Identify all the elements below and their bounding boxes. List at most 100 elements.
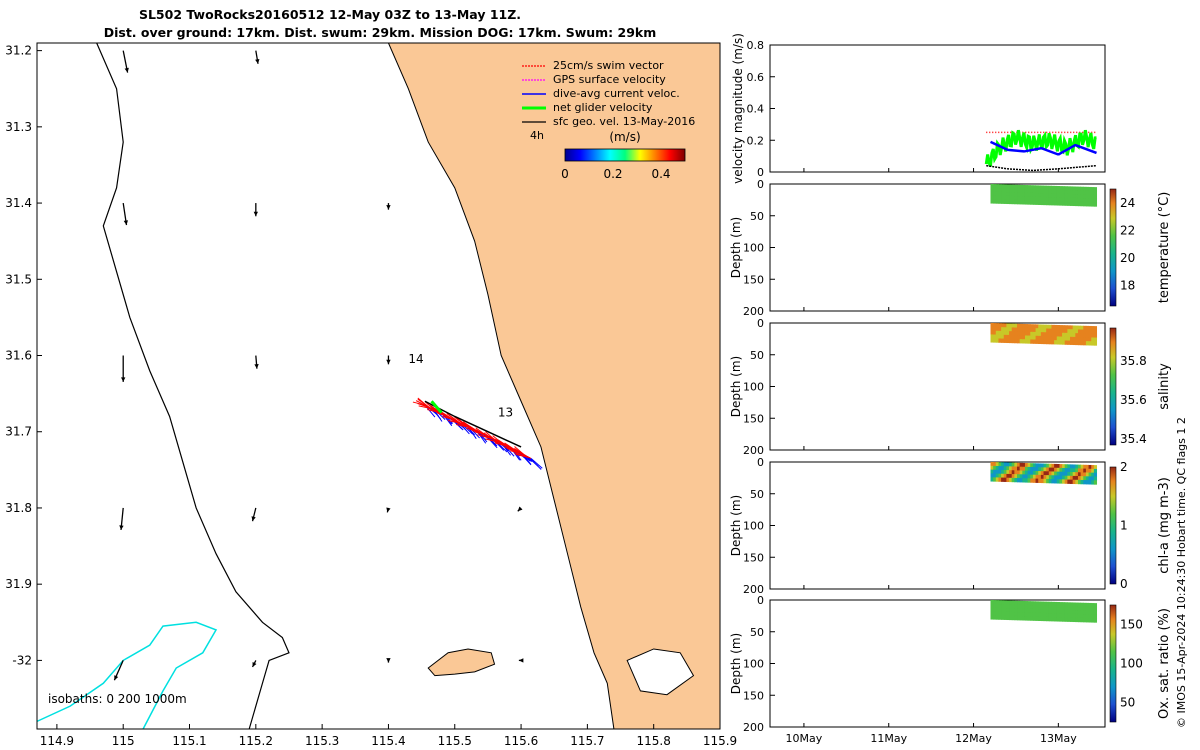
chla-cell: [1006, 470, 1010, 475]
chla-colorbar-label: chl-a (mg m-3): [1157, 477, 1172, 574]
chla-cell: [1006, 462, 1010, 467]
oxygen-cell: [1075, 613, 1079, 619]
salinity-cell: [1040, 328, 1045, 333]
velocity-ylabel: velocity magnitude (m/s): [731, 33, 745, 184]
oxygen-cell: [1083, 602, 1087, 608]
chla-cell: [1072, 464, 1076, 469]
temperature-cell: [1067, 193, 1071, 199]
chla-cell: [1030, 463, 1034, 468]
oxygen-cell: [1030, 605, 1034, 610]
dive-avg-vectors-seg-44: [503, 444, 515, 457]
sfc-vector-head-2: [123, 220, 128, 226]
chla-cell: [993, 477, 997, 482]
salinity-cell: [1072, 336, 1076, 342]
chla-cell: [1080, 476, 1084, 481]
temperature-cell: [1088, 194, 1092, 199]
oxygen-cell: [1024, 601, 1029, 606]
oxygen-cell: [1006, 611, 1010, 617]
map-x-tick-9: 115.8: [637, 734, 671, 748]
temperature-cell: [1046, 200, 1050, 206]
chla-cell: [1072, 468, 1076, 473]
chla-cell: [1001, 477, 1005, 482]
oxygen-tick-2: 100: [743, 658, 764, 671]
salinity-cell: [1064, 329, 1068, 334]
map-y-tick-2: 31.4: [5, 196, 32, 210]
salinity-cell: [1091, 337, 1095, 342]
sfc-vector-head-3: [253, 211, 259, 217]
oxygen-cell: [1075, 606, 1079, 611]
velocity-series-3: [986, 164, 1097, 172]
temperature-cell: [1011, 196, 1015, 201]
temperature-cell: [1009, 184, 1013, 189]
speed-tick-2: 0.4: [651, 167, 670, 181]
temperature-cell: [1011, 184, 1015, 189]
salinity-cell: [998, 330, 1002, 336]
salinity-cell: [1009, 338, 1013, 344]
salinity-colorbar-tick-1: 35.6: [1120, 393, 1147, 407]
chla-cell: [1030, 470, 1034, 476]
chla-cell: [1067, 464, 1071, 469]
salinity-cell: [1019, 335, 1023, 340]
salinity-cell: [1024, 331, 1029, 336]
chla-cell: [990, 473, 994, 478]
speed-scale-unit: (m/s): [609, 130, 640, 144]
chla-cell: [1003, 466, 1007, 471]
oxygen-cell: [998, 607, 1002, 613]
salinity-cell: [1027, 327, 1031, 333]
temperature-cell: [1043, 200, 1047, 206]
temperature-cell: [1059, 201, 1063, 206]
oxygen-cell: [1070, 610, 1074, 615]
salinity-cell: [995, 334, 999, 339]
oxygen-cell: [1030, 608, 1034, 614]
temperature-cell: [990, 184, 994, 189]
salinity-cell: [990, 326, 994, 332]
chla-cell: [1075, 475, 1079, 481]
temperature-cell: [1035, 196, 1039, 202]
temperature-cell: [1038, 185, 1042, 190]
sfc-vector-head-15: [518, 658, 524, 663]
temperature-tick-4: 200: [743, 305, 764, 318]
oxygen-cell: [1046, 613, 1050, 618]
salinity-cell: [1019, 331, 1023, 336]
salinity-cell: [1017, 339, 1021, 344]
temperature-ylabel: Depth (m): [729, 217, 743, 278]
chla-cell: [1062, 475, 1066, 480]
chla-cell: [995, 465, 999, 471]
salinity-cell: [1062, 328, 1066, 334]
salinity-cell: [1093, 326, 1098, 331]
map-y-tick-5: 31.7: [5, 425, 32, 439]
salinity-cell: [1011, 338, 1015, 344]
oxygen-cell: [1046, 601, 1050, 606]
salinity-cell: [1024, 335, 1029, 340]
chla-cell: [1077, 464, 1082, 469]
oxygen-cell: [1093, 610, 1098, 616]
oxygen-cell: [1043, 605, 1047, 610]
chla-cell: [1001, 473, 1005, 479]
temperature-cell: [1085, 198, 1090, 203]
temperature-cell: [1001, 191, 1005, 197]
oxygen-cell: [1027, 612, 1031, 617]
salinity-cell: [1019, 327, 1023, 332]
chla-cell: [995, 469, 999, 475]
oxygen-cell: [1070, 617, 1074, 622]
chla-cell: [1035, 470, 1039, 476]
temperature-cell: [1051, 201, 1055, 206]
temperature-cell: [1080, 198, 1084, 203]
chla-cell: [1048, 471, 1052, 476]
salinity-ylabel: Depth (m): [729, 356, 743, 417]
chla-cell: [990, 477, 994, 482]
chla-cell: [1040, 463, 1045, 468]
salinity-cell: [1040, 339, 1045, 345]
oxygen-cell: [1009, 604, 1013, 609]
oxygen-cell: [1091, 618, 1095, 623]
salinity-cell: [1048, 340, 1052, 345]
temperature-cell: [1030, 185, 1034, 190]
oxygen-cell: [1054, 605, 1058, 611]
chla-cell: [1040, 478, 1045, 484]
temperature-cell: [1035, 192, 1039, 198]
temperature-cell: [1032, 185, 1037, 190]
salinity-cell: [990, 330, 994, 335]
temperature-cell: [1064, 193, 1068, 199]
chla-cell: [1056, 467, 1060, 473]
salinity-cell: [1075, 329, 1079, 334]
